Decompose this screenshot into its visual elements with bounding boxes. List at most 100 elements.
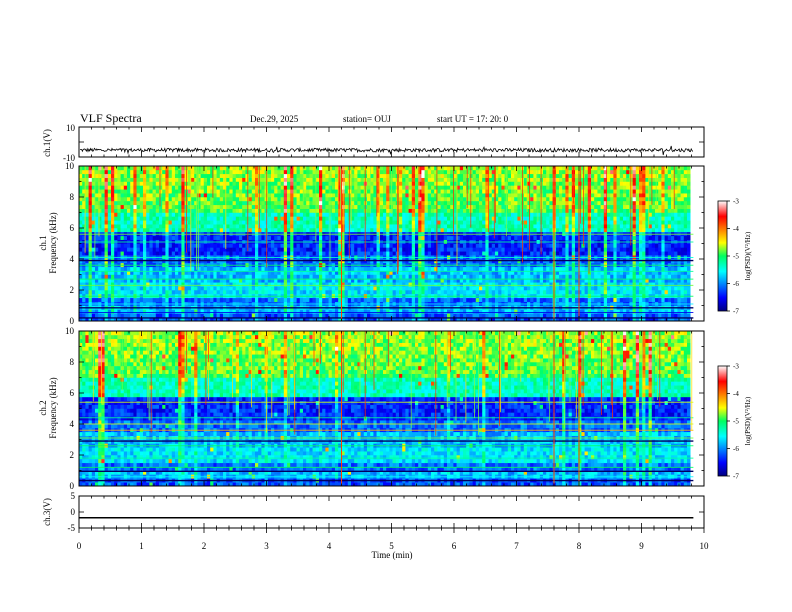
spectrogram-cell: [459, 224, 464, 229]
spectrogram-cell: [370, 286, 374, 291]
spectrogram-cell: [91, 297, 96, 302]
spectrogram-cell: [287, 208, 291, 213]
spectrogram-cell: [296, 200, 301, 206]
spectrogram-cell: [383, 204, 387, 209]
spectrogram-cell: [434, 270, 438, 275]
spectrogram-cell: [312, 297, 317, 302]
spectrogram-cell: [373, 278, 377, 283]
spectrogram-cell: [107, 282, 112, 287]
spectrogram-cell: [248, 166, 253, 171]
spectrogram-cell: [229, 177, 233, 182]
spectrogram-cell: [274, 212, 278, 217]
spectrogram-cell: [207, 166, 211, 171]
spectrogram-cell: [309, 243, 313, 248]
spectrogram-cell: [421, 228, 425, 233]
spectrogram-cell: [187, 216, 192, 221]
spectrogram-cell: [283, 208, 288, 213]
spectrogram-cell: [200, 278, 205, 283]
spectrogram-cell: [280, 208, 285, 213]
spectrogram-cell: [178, 166, 182, 171]
spectrogram-cell: [389, 247, 393, 252]
spectrogram-cell: [191, 216, 195, 221]
spectrogram-cell: [303, 216, 307, 221]
spectrogram-cell: [107, 274, 112, 279]
spectrogram-cell: [335, 169, 339, 175]
spectrogram-cell: [82, 282, 86, 287]
spectrogram-cell: [146, 317, 150, 322]
spectrogram-cell: [338, 278, 342, 283]
spectrogram-cell: [79, 189, 83, 194]
spectrogram-cell: [427, 274, 432, 279]
spectrogram-cell: [98, 251, 102, 256]
spectrogram-cell: [168, 290, 173, 295]
spectrogram-cell: [456, 313, 461, 318]
spectrogram-cell: [155, 243, 160, 248]
spectrogram-cell: [299, 169, 304, 175]
spectrogram-cell: [175, 177, 179, 182]
spectrogram-cell: [255, 251, 259, 256]
spectrogram-cell: [210, 270, 214, 275]
spectrogram-cell: [360, 278, 365, 283]
spectrogram-cell: [434, 247, 438, 252]
spectrogram-cell: [309, 270, 313, 275]
spectrogram-cell: [120, 204, 125, 209]
spectrogram-cell: [127, 290, 131, 295]
spectrogram-cell: [338, 212, 342, 217]
spectrogram-cell: [415, 309, 419, 314]
spectrogram-cell: [357, 169, 361, 175]
spectrogram-cell: [450, 200, 454, 206]
spectrogram-cell: [239, 220, 243, 225]
spectrogram-cell: [383, 297, 387, 302]
spectrogram-cell: [427, 228, 432, 233]
spectrogram-cell: [274, 216, 278, 221]
spectrogram-cell: [360, 247, 365, 252]
spectrogram-cell: [162, 224, 166, 229]
spectrogram-cell: [440, 266, 445, 271]
spectrogram-cell: [229, 208, 233, 213]
spectrogram-cell: [197, 286, 201, 291]
spectrogram-cell: [207, 309, 211, 314]
spectrogram-cell: [223, 270, 227, 275]
spectrogram-cell: [280, 212, 285, 217]
spectrogram-cell: [367, 212, 371, 217]
spectrogram-cell: [162, 189, 166, 194]
spectrogram-cell: [181, 266, 185, 271]
spectrogram-cell: [418, 189, 422, 194]
spectrogram-cell: [114, 247, 118, 252]
spectrogram-cell: [130, 270, 134, 275]
spectrogram-cell: [235, 220, 240, 225]
spectrogram-cell: [411, 282, 416, 287]
spectrogram-cell: [443, 185, 448, 190]
spectrogram-cell: [258, 181, 262, 186]
spectrogram-cell: [146, 251, 150, 256]
spectrogram-cell: [440, 216, 445, 221]
spectrogram-cell: [149, 212, 153, 217]
spectrogram-cell: [299, 317, 304, 322]
spectrogram-cell: [283, 204, 288, 209]
spectrogram-cell: [95, 189, 99, 194]
spectrogram-cell: [191, 313, 195, 318]
spectrogram-cell: [216, 290, 221, 295]
spectrogram-cell: [296, 177, 301, 182]
spectrogram-cell: [178, 274, 182, 279]
spectrogram-cell: [130, 197, 134, 202]
spectrogram-cell: [242, 274, 246, 279]
spectrogram-cell: [296, 181, 301, 186]
spectrogram-cell: [424, 286, 429, 291]
spectrogram-cell: [399, 278, 403, 283]
spectrogram-cell: [88, 212, 93, 217]
spectrogram-cell: [235, 181, 240, 186]
spectrogram-cell: [459, 270, 464, 275]
spectrogram-cell: [347, 290, 352, 295]
spectrogram-cell: [437, 169, 441, 175]
spectrogram-cell: [139, 251, 144, 256]
spectrogram-cell: [229, 251, 233, 256]
spectrogram-cell: [427, 297, 432, 302]
spectrogram-cell: [197, 235, 201, 240]
spectrogram-cell: [405, 197, 409, 202]
spectrogram-cell: [335, 282, 339, 287]
spectrogram-cell: [91, 208, 96, 213]
spectrogram-cell: [315, 286, 320, 291]
spectrogram-cell: [280, 251, 285, 256]
spectrogram-cell: [136, 166, 141, 171]
